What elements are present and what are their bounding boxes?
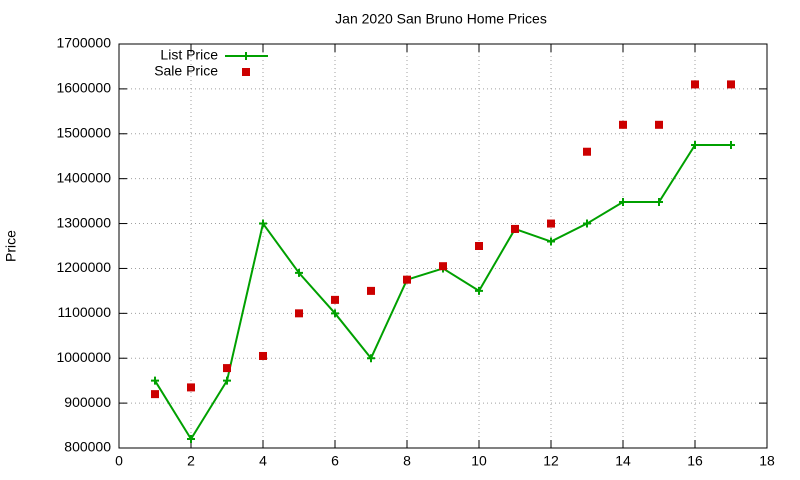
x-tick-label: 16 (687, 453, 703, 469)
data-point (727, 141, 735, 149)
data-point (403, 275, 411, 284)
data-point (367, 286, 375, 295)
y-tick-label: 800000 (64, 439, 111, 455)
y-tick-label: 1100000 (58, 304, 112, 320)
legend-label: Sale Price (154, 63, 218, 79)
y-tick-label: 1000000 (56, 349, 111, 365)
data-point (367, 354, 375, 363)
y-tick-label: 1400000 (56, 169, 111, 185)
data-point (187, 383, 195, 392)
x-tick-label: 4 (259, 453, 267, 469)
x-tick-label: 2 (187, 453, 195, 469)
data-point (331, 295, 339, 304)
data-point (439, 262, 447, 271)
plot-border (118, 43, 768, 449)
y-tick-label: 1500000 (56, 124, 111, 140)
data-point (151, 390, 159, 399)
data-point (331, 309, 339, 318)
data-point (583, 147, 591, 156)
chart-title: Jan 2020 San Bruno Home Prices (335, 11, 547, 27)
data-point (259, 219, 267, 228)
data-point (583, 219, 591, 228)
data-point (187, 435, 195, 444)
x-tick-label: 10 (471, 453, 487, 469)
legend-marker (242, 52, 250, 60)
data-point (223, 376, 231, 385)
y-tick-label: 1300000 (56, 214, 111, 230)
data-point (691, 141, 699, 149)
y-tick-label: 1200000 (56, 259, 111, 275)
legend-label: List Price (160, 47, 218, 63)
data-point (547, 219, 555, 228)
legend-marker (242, 68, 250, 76)
data-point (727, 80, 735, 89)
x-tick-label: 14 (615, 453, 631, 469)
x-tick-label: 18 (759, 453, 775, 469)
y-axis-label: Price (3, 230, 19, 262)
data-point (259, 351, 267, 360)
data-point (619, 198, 627, 207)
data-point (295, 309, 303, 318)
x-tick-label: 8 (403, 453, 411, 469)
data-point (295, 268, 303, 277)
data-point (655, 120, 663, 129)
data-point (619, 120, 627, 129)
x-tick-label: 6 (331, 453, 339, 469)
data-point (475, 242, 483, 250)
data-point (655, 198, 663, 207)
y-tick-label: 1600000 (56, 80, 111, 96)
data-point (151, 376, 159, 385)
x-tick-label: 12 (543, 453, 559, 469)
data-point (223, 364, 231, 373)
x-tick-label: 0 (115, 453, 123, 469)
data-point (511, 224, 519, 233)
data-point (547, 237, 555, 246)
data-point (475, 286, 483, 295)
y-tick-label: 900000 (64, 394, 111, 410)
data-point (691, 80, 699, 89)
y-tick-label: 1700000 (56, 35, 111, 51)
